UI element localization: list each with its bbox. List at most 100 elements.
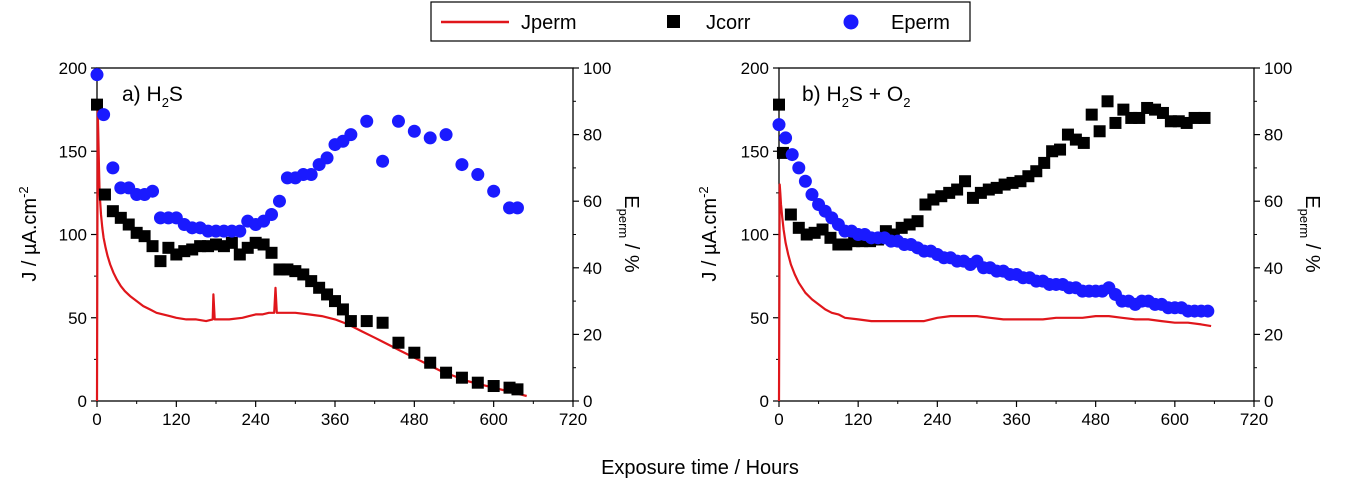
panel-b-left-axis-title: J / µA.cm-2 [696, 186, 721, 281]
panel-b-jcorr-point [1188, 111, 1201, 124]
panel-a-jcorr-point [376, 316, 389, 329]
panel-b-y-left-tick-label: 200 [741, 59, 769, 78]
panel-a-eperm-point [376, 154, 390, 168]
panel-a-jcorr-point [440, 366, 453, 379]
panel-b-x-tick-label: 480 [1081, 410, 1109, 429]
panel-b-y-right-tick-label: 0 [1264, 392, 1273, 411]
panel-b-y-left-tick-label: 0 [760, 392, 769, 411]
panel-b-jcorr-point [959, 175, 972, 188]
panel-a-y-left-tick-label: 200 [59, 59, 87, 78]
panel-a-eperm-point [146, 184, 160, 198]
panel-b-eperm-point [779, 131, 793, 145]
panel-a-jcorr-point [471, 376, 484, 389]
panel-a-eperm-point [360, 114, 374, 128]
panel-b-eperm-point [772, 118, 786, 132]
panel-a-jcorr-point [336, 303, 349, 316]
panel-a-eperm-point [423, 131, 437, 145]
panel-a-eperm-point [471, 168, 485, 182]
panel-a-y-left-tick-label: 50 [68, 309, 87, 328]
panel-a-jcorr-point [98, 188, 111, 201]
panel-a-y-right-tick-label: 60 [583, 192, 602, 211]
panel-a-jperm-line [95, 108, 527, 402]
panel-a-eperm-point [455, 158, 469, 172]
panel-b-x-tick-label: 360 [1002, 410, 1030, 429]
panel-b-x-tick-label: 0 [774, 410, 783, 429]
panel-b-eperm-point [792, 161, 806, 175]
panel-a-eperm-point [304, 168, 318, 182]
panel-b-jcorr-point [773, 98, 785, 111]
panel-a-plot-frame [96, 67, 574, 402]
panel-a-jcorr-point [392, 336, 405, 349]
panel-b-jcorr-point [784, 208, 797, 221]
panel-b-right-axis-title: Eperm / % [1297, 195, 1323, 273]
panel-a-eperm-point [391, 114, 405, 128]
panel-a-x-tick-label: 720 [559, 410, 587, 429]
panel-a-y-left-tick-label: 100 [59, 226, 87, 245]
panel-a-jcorr-point [360, 315, 373, 328]
panel-a-eperm-point [90, 68, 104, 82]
panel-a-title: a) H2S [122, 83, 183, 110]
panel-b-y-right-tick-label: 60 [1264, 192, 1283, 211]
legend-item-eperm: Eperm [843, 12, 950, 34]
panel-b-eperm-point [805, 188, 819, 202]
panel-a-eperm-point [97, 108, 111, 122]
panel-b-jcorr-point [1077, 136, 1090, 149]
panel-b-jcorr-point [1054, 143, 1067, 156]
legend: Jperm Jcorr Eperm [430, 1, 971, 42]
panel-b-y-left-tick-label: 50 [750, 309, 769, 328]
panel-a-y-right-tick-label: 0 [583, 392, 592, 411]
legend-eperm-label: Eperm [891, 12, 950, 34]
panel-a-eperm-point [439, 128, 453, 142]
panel-a-x-tick-label: 600 [479, 410, 507, 429]
panel-b-jperm-line [777, 183, 1212, 402]
panel-a-eperm-point [344, 128, 358, 142]
panel-a-left-axis-title: J / µA.cm-2 [16, 186, 41, 281]
panel-b-x-tick-label: 720 [1240, 410, 1268, 429]
panel-a-jcorr-point [170, 248, 183, 261]
legend-item-jcorr: Jcorr [667, 12, 751, 34]
panel-a-eperm-point [233, 224, 247, 238]
panel-a-jcorr-point [424, 356, 437, 369]
panel-b-eperm-point [785, 148, 799, 162]
legend-jcorr-label: Jcorr [706, 12, 751, 34]
panel-a-jcorr-point [265, 246, 278, 259]
legend-eperm-marker [843, 14, 859, 30]
panel-a-jcorr-point [154, 255, 167, 268]
panel-b-x-tick-label: 120 [844, 410, 872, 429]
panel-a-eperm-point [272, 194, 286, 208]
panel-b-h2s-o2: b) H2S + O2 J / µA.cm-2 Eperm / % 0 120 24… [696, 59, 1323, 429]
panel-b-x-tick-label: 240 [923, 410, 951, 429]
panel-a-eperm-point [106, 161, 120, 175]
panel-a-eperm-point [487, 184, 501, 198]
panel-a-eperm-point [265, 208, 279, 222]
panel-b-jcorr-point [911, 215, 924, 228]
panel-a-right-axis-title: Eperm / % [616, 195, 642, 273]
panel-a-jcorr-point [511, 383, 524, 396]
panel-b-eperm-point [798, 174, 812, 188]
x-axis-title: Exposure time / Hours [601, 457, 799, 479]
panel-b-jcorr-point [1101, 95, 1114, 108]
panel-b-title: b) H2S + O2 [802, 83, 910, 110]
panel-a-jcorr-point [138, 230, 151, 243]
panel-b-eperm-point [1201, 304, 1215, 318]
legend-box [430, 1, 971, 42]
panel-b-x-tick-label: 600 [1161, 410, 1189, 429]
panel-a-jcorr-point [344, 315, 357, 328]
panel-a-x-tick-label: 0 [92, 410, 101, 429]
panel-a-x-tick-label: 360 [321, 410, 349, 429]
panel-a-y-right-tick-label: 40 [583, 259, 602, 278]
panel-a-jcorr-point [487, 380, 500, 393]
panel-a-jcorr-point [91, 98, 103, 111]
panel-a-jcorr-point [455, 371, 468, 384]
legend-jperm-label: Jperm [521, 12, 577, 34]
panel-a-jcorr-point [146, 240, 159, 253]
panel-b-jcorr-point [1093, 125, 1106, 138]
panel-a-eperm-point [407, 124, 421, 138]
panel-a-y-right-tick-label: 100 [583, 59, 611, 78]
panel-a-x-tick-label: 240 [241, 410, 269, 429]
panel-b-jcorr-point [1109, 116, 1122, 129]
panel-a-y-left-tick-label: 150 [59, 142, 87, 161]
panel-b-jcorr-point [1038, 156, 1051, 169]
legend-item-jperm: Jperm [441, 12, 577, 34]
